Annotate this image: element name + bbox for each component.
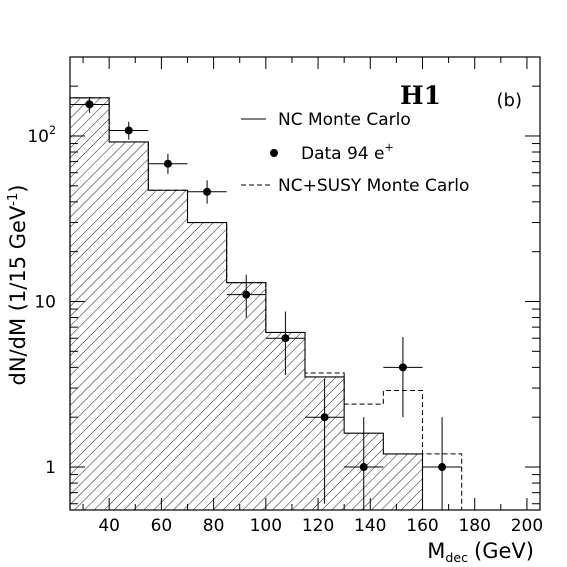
data-point bbox=[422, 417, 462, 510]
legend-label: Data 94 e+ bbox=[301, 141, 394, 164]
x-tick-label: 120 bbox=[302, 516, 334, 536]
y-axis-title-close: ) bbox=[6, 184, 30, 192]
data-point-marker bbox=[320, 413, 329, 422]
x-tick-label: 200 bbox=[511, 516, 543, 536]
legend-label-superscript: + bbox=[385, 141, 394, 154]
data-point bbox=[265, 311, 305, 375]
legend-item: NC Monte Carlo bbox=[241, 110, 411, 130]
x-tick-label: 180 bbox=[458, 516, 490, 536]
data-point bbox=[70, 96, 110, 113]
data-point bbox=[148, 153, 188, 174]
y-tick-label: 102 bbox=[27, 124, 56, 147]
data-points-layer bbox=[70, 96, 462, 510]
data-point-marker bbox=[203, 187, 212, 196]
y-tick-label-superscript: 2 bbox=[49, 124, 56, 137]
x-axis-title-subscript: dec bbox=[445, 550, 468, 565]
axis-ticks: 40 60 80 100 120 140 160 180 200 1 10 102 bbox=[27, 56, 543, 536]
data-point-marker bbox=[398, 363, 407, 372]
y-axis-title-superscript: -1 bbox=[6, 193, 21, 206]
x-axis-title: Mdec (GeV) bbox=[427, 539, 534, 565]
data-point bbox=[226, 274, 266, 318]
data-point-marker bbox=[85, 100, 94, 109]
histogram-layer bbox=[69, 97, 463, 510]
data-point-marker bbox=[242, 290, 251, 299]
legend-item: NC+SUSY Monte Carlo bbox=[241, 176, 469, 196]
legend-marker-swatch bbox=[270, 149, 278, 157]
data-point-marker bbox=[438, 463, 447, 472]
plot-frame bbox=[69, 56, 541, 511]
x-tick-label: 80 bbox=[203, 516, 225, 536]
y-axis-title: dN/dM (1/15 GeV-1) bbox=[6, 184, 30, 385]
legend-label: NC+SUSY Monte Carlo bbox=[278, 176, 469, 196]
data-point-marker bbox=[163, 159, 172, 168]
x-tick-label: 160 bbox=[406, 516, 438, 536]
data-point bbox=[305, 379, 345, 504]
data-point-marker bbox=[124, 126, 133, 135]
x-tick-label: 60 bbox=[151, 516, 173, 536]
data-point-marker bbox=[359, 463, 368, 472]
x-tick-label: 40 bbox=[98, 516, 120, 536]
panel-label: (b) bbox=[497, 90, 522, 111]
legend-item: Data 94 e+ bbox=[270, 141, 394, 164]
data-point-marker bbox=[281, 334, 290, 343]
y-tick-label: 10 bbox=[34, 292, 56, 312]
data-point bbox=[383, 337, 423, 418]
legend-label: NC Monte Carlo bbox=[278, 110, 411, 130]
x-tick-label: 140 bbox=[354, 516, 386, 536]
legend: NC Monte Carlo Data 94 e+ NC+SUSY Monte Ca… bbox=[241, 110, 469, 196]
data-point bbox=[187, 180, 227, 204]
data-point bbox=[344, 417, 384, 510]
x-axis-title-unit: (GeV) bbox=[474, 539, 534, 563]
x-tick-label: 100 bbox=[250, 516, 282, 536]
y-tick-label: 1 bbox=[45, 458, 56, 478]
data-point bbox=[109, 121, 149, 140]
experiment-label: H1 bbox=[400, 81, 441, 110]
